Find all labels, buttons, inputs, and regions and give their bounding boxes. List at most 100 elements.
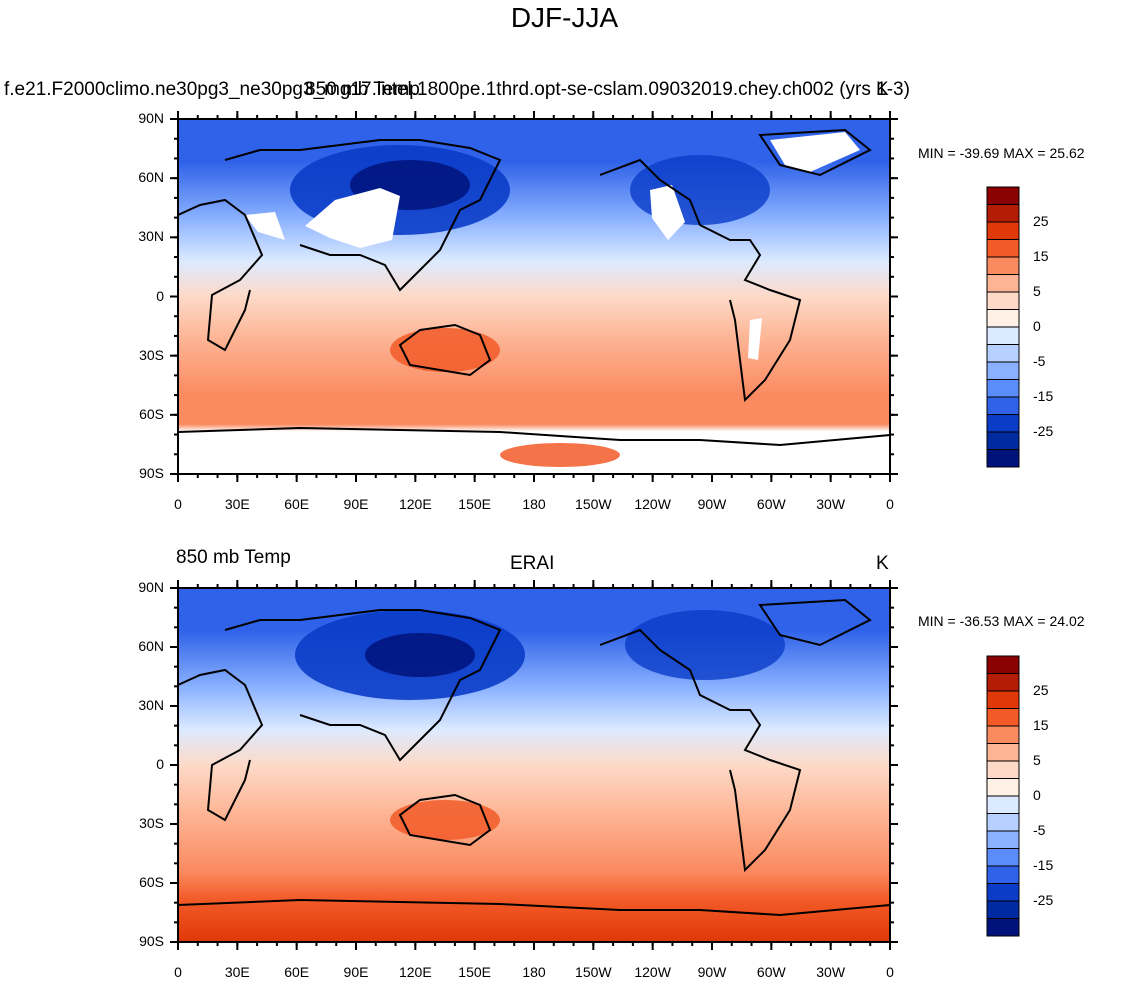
colorbar-tick-label: 25	[1033, 682, 1049, 698]
bottom-minmax: MIN = -36.53 MAX = 24.02	[918, 613, 1085, 629]
colorbar-box	[986, 431, 1020, 450]
bottom-siberia-core	[365, 633, 475, 677]
top-coastlines	[177, 128, 891, 447]
colorbar-box	[986, 274, 1020, 293]
top-panel-units-label: K	[876, 79, 889, 100]
top-minmax: MIN = -39.69 MAX = 25.62	[918, 145, 1085, 161]
bottom-panel-units-label: K	[876, 553, 889, 574]
colorbar-tick-label: -5	[1033, 822, 1046, 838]
colorbar-tick-label: 0	[1033, 318, 1041, 334]
top-iran-mask	[245, 212, 285, 240]
colorbar-tick-label: -5	[1033, 353, 1046, 369]
colorbar-box	[986, 361, 1020, 380]
lat-tick-label: 30N	[138, 228, 164, 245]
colorbar-tick-label: 15	[1033, 717, 1049, 733]
lon-tick-label: 90W	[697, 964, 727, 980]
colorbar-box	[986, 795, 1020, 814]
colorbar-tick-label: -25	[1033, 892, 1054, 908]
lat-tick-label: 60S	[139, 874, 164, 890]
colorbar-box	[986, 725, 1020, 744]
colorbar-tick-label: 5	[1033, 752, 1041, 768]
lon-tick-label: 30W	[816, 964, 846, 980]
colorbar-box	[986, 291, 1020, 310]
lon-tick-label: 90W	[697, 496, 727, 512]
colorbar-box	[986, 848, 1020, 867]
colorbar-box	[986, 655, 1020, 674]
lat-tick-label: 90N	[138, 579, 164, 595]
lon-tick-label: 0	[174, 964, 182, 980]
lon-tick-label: 120W	[634, 964, 671, 980]
lon-tick-label: 30W	[816, 496, 846, 512]
lon-tick-label: 180	[522, 964, 546, 980]
lon-tick-label: 90E	[343, 964, 369, 980]
colorbar-box	[986, 344, 1020, 363]
lat-tick-label: 60N	[138, 169, 164, 186]
top-antarctic-warm	[500, 443, 620, 467]
lon-tick-label: 30E	[224, 964, 250, 980]
top-rockies-mask	[650, 185, 685, 240]
colorbar-box	[986, 379, 1020, 398]
lon-tick-label: 30E	[224, 496, 250, 512]
colorbar-box	[986, 778, 1020, 797]
lon-tick-label: 150W	[575, 496, 612, 512]
colorbar-box	[986, 865, 1020, 884]
lat-tick-label: 90S	[139, 465, 164, 481]
colorbar-box	[986, 673, 1020, 692]
colorbar-box	[986, 760, 1020, 779]
colorbar-box	[986, 449, 1020, 468]
colorbar-box	[986, 396, 1020, 415]
lon-tick-label: 120E	[398, 496, 432, 512]
lon-tick-label: 0	[174, 496, 182, 512]
lon-tick-label: 180	[522, 496, 546, 512]
lon-tick-label: 90E	[343, 496, 369, 512]
bottom-coastlines	[177, 598, 891, 917]
colorbar-box	[986, 221, 1020, 240]
colorbar-box	[986, 918, 1020, 937]
lon-tick-label: 150W	[575, 964, 612, 980]
colorbar-box	[986, 186, 1020, 205]
top-map	[177, 118, 891, 475]
lon-tick-label: 150E	[458, 496, 491, 512]
bottom-panel-variable-label: 850 mb Temp	[176, 547, 291, 568]
colorbar-box	[986, 204, 1020, 223]
colorbar-box	[986, 708, 1020, 727]
colorbar-box	[986, 414, 1020, 433]
colorbar-tick-label: -15	[1033, 857, 1054, 873]
bottom-panel-dataset-label: ERAI	[510, 553, 555, 574]
colorbar-tick-label: 25	[1033, 213, 1049, 229]
colorbar-box	[986, 256, 1020, 275]
figure-title: DJF-JJA	[510, 2, 619, 33]
lon-tick-label: 150E	[458, 964, 491, 980]
colorbar-tick-label: -25	[1033, 423, 1054, 439]
colorbar-box	[986, 326, 1020, 345]
lon-tick-label: 120W	[634, 496, 671, 512]
lat-tick-label: 60S	[139, 405, 164, 422]
lon-tick-label: 0	[886, 964, 894, 980]
lat-tick-label: 30S	[139, 346, 164, 363]
colorbar-tick-label: 15	[1033, 248, 1049, 264]
colorbar-tick-label: -15	[1033, 388, 1054, 404]
axis-ticks	[170, 111, 898, 950]
lat-tick-label: 0	[156, 756, 164, 772]
top-map-field	[178, 119, 890, 474]
top-tibet-mask	[305, 188, 400, 248]
lon-tick-label: 0	[886, 496, 894, 512]
colorbar-box	[986, 309, 1020, 328]
colorbar-box	[986, 743, 1020, 762]
lat-tick-label: 30S	[139, 815, 164, 831]
bottom-australia-warm	[390, 800, 500, 840]
lon-tick-label: 60E	[284, 496, 310, 512]
lon-tick-label: 60E	[284, 964, 310, 980]
lat-tick-label: 0	[156, 287, 164, 304]
top-panel-case-label: f.e21.F2000climo.ne30pg3_ne30pg3_mg17.in…	[4, 79, 910, 100]
colorbar-box	[986, 690, 1020, 709]
lon-tick-label: 60W	[756, 496, 786, 512]
bottom-canada-cold	[625, 610, 785, 680]
lat-tick-label: 90N	[138, 110, 164, 126]
colorbar-box	[986, 813, 1020, 832]
lat-tick-label: 30N	[138, 697, 164, 713]
bottom-colorbar	[986, 655, 1020, 937]
top-andes-mask	[748, 318, 762, 360]
top-panel-variable-label: 850 mb Temp	[305, 79, 420, 100]
